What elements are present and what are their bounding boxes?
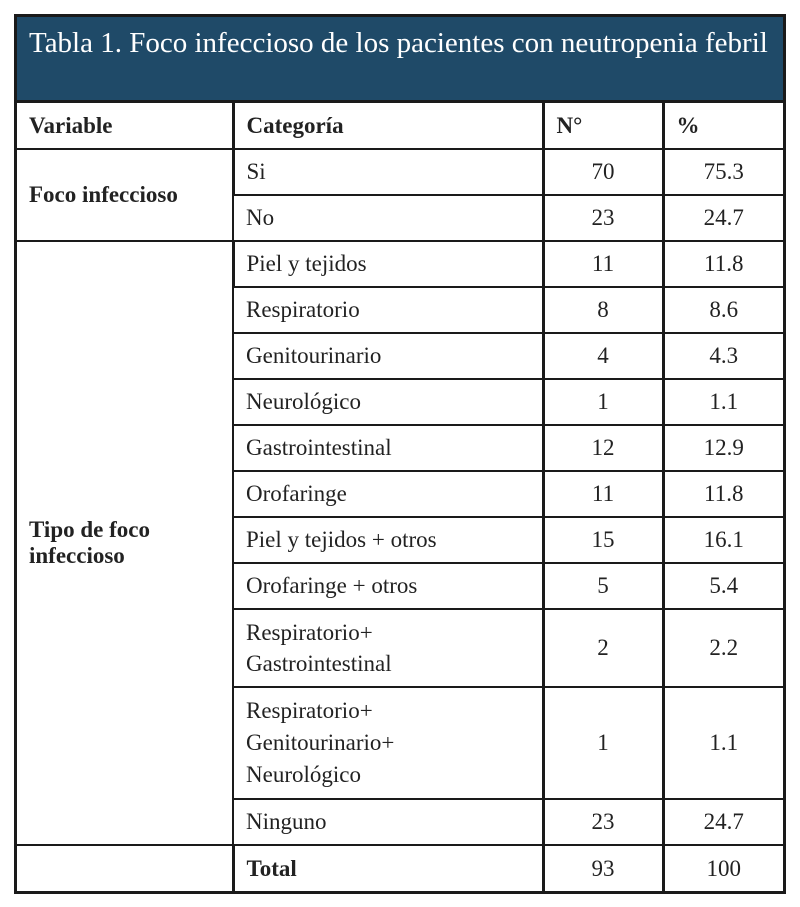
pct-cell: 1.1 xyxy=(661,378,783,426)
categoria-cell: Respiratorio+ Gastrointestinal xyxy=(233,608,544,688)
table-title: Tabla 1. Foco infeccioso de los paciente… xyxy=(17,17,783,103)
pct-cell: 1.1 xyxy=(661,686,783,800)
table-row: Gastrointestinal 12 12.9 xyxy=(17,424,783,472)
categoria-cell: Orofaringe xyxy=(233,470,544,518)
categoria-cell: Respiratorio+ Genitourinario+ Neurológic… xyxy=(233,686,544,800)
table-row: Respiratorio+ Genitourinario+ Neurológic… xyxy=(17,686,783,800)
header-row: Variable Categoría N° % xyxy=(17,103,783,150)
n-cell: 15 xyxy=(541,516,664,564)
table-row: Tipo de foco infeccioso Piel y tejidos 1… xyxy=(17,240,783,846)
categoria-cell: Orofaringe + otros xyxy=(233,562,544,610)
categoria-line: Respiratorio+ xyxy=(246,698,373,723)
variable-tipo-de-foco: Tipo de foco infeccioso xyxy=(17,240,234,846)
table-row: Respiratorio 8 8.6 xyxy=(17,286,783,334)
n-cell: 12 xyxy=(541,424,664,472)
categoria-cell: Ninguno xyxy=(233,798,544,846)
pct-cell: 24.7 xyxy=(661,194,783,242)
pct-cell: 4.3 xyxy=(661,332,783,380)
n-cell: 11 xyxy=(541,240,664,288)
table-row: Piel y tejidos + otros 15 16.1 xyxy=(17,516,783,564)
pct-cell: 12.9 xyxy=(661,424,783,472)
categoria-cell: Respiratorio xyxy=(233,286,544,334)
variable-foco-infeccioso: Foco infeccioso xyxy=(17,148,234,242)
total-pct: 100 xyxy=(661,844,783,891)
pct-cell: 75.3 xyxy=(661,148,783,196)
header-variable: Variable xyxy=(17,103,234,150)
n-cell: 5 xyxy=(541,562,664,610)
data-table: Variable Categoría N° % Foco infeccioso … xyxy=(17,103,783,891)
categoria-cell: Si xyxy=(231,148,544,196)
table-row: Foco infeccioso Si 70 75.3 xyxy=(17,148,783,242)
pct-cell: 16.1 xyxy=(661,516,783,564)
table-row: Orofaringe + otros 5 5.4 xyxy=(17,562,783,610)
table-row: Neurológico 1 1.1 xyxy=(17,378,783,426)
categoria-line: Genitourinario+ xyxy=(246,730,395,755)
header-categoria: Categoría xyxy=(231,103,544,150)
categoria-line: Respiratorio+ xyxy=(246,620,373,645)
header-n: N° xyxy=(541,103,664,150)
table-row: Ninguno 23 24.7 xyxy=(17,798,783,846)
categoria-cell: Piel y tejidos + otros xyxy=(233,516,544,564)
table-container: Tabla 1. Foco infeccioso de los paciente… xyxy=(14,14,786,894)
n-cell: 2 xyxy=(541,608,664,688)
pct-cell: 11.8 xyxy=(661,240,783,288)
n-cell: 8 xyxy=(541,286,664,334)
pct-cell: 24.7 xyxy=(661,798,783,846)
n-cell: 4 xyxy=(541,332,664,380)
categoria-line: Neurológico xyxy=(246,762,361,787)
categoria-cell: No xyxy=(233,194,544,242)
header-pct: % xyxy=(661,103,783,150)
empty-cell xyxy=(17,844,234,891)
table-row: No 23 24.7 xyxy=(17,194,783,242)
table-row: Genitourinario 4 4.3 xyxy=(17,332,783,380)
pct-cell: 8.6 xyxy=(661,286,783,334)
n-cell: 1 xyxy=(541,686,664,800)
categoria-cell: Gastrointestinal xyxy=(233,424,544,472)
variable-line: infeccioso xyxy=(29,543,125,568)
variable-line: Tipo de foco xyxy=(29,517,150,542)
categoria-cell: Piel y tejidos xyxy=(231,240,544,288)
total-n: 93 xyxy=(541,844,664,891)
pct-cell: 2.2 xyxy=(661,608,783,688)
categoria-cell: Genitourinario xyxy=(233,332,544,380)
n-cell: 1 xyxy=(541,378,664,426)
categoria-cell: Neurológico xyxy=(233,378,544,426)
categoria-line: Gastrointestinal xyxy=(246,651,392,676)
n-cell: 23 xyxy=(541,194,664,242)
n-cell: 23 xyxy=(541,798,664,846)
n-cell: 70 xyxy=(541,148,664,196)
pct-cell: 5.4 xyxy=(661,562,783,610)
n-cell: 11 xyxy=(541,470,664,518)
pct-cell: 11.8 xyxy=(661,470,783,518)
table-row: Orofaringe 11 11.8 xyxy=(17,470,783,518)
total-label: Total xyxy=(231,844,544,891)
table-row: Respiratorio+ Gastrointestinal 2 2.2 xyxy=(17,608,783,688)
total-row: Total 93 100 xyxy=(17,844,783,891)
